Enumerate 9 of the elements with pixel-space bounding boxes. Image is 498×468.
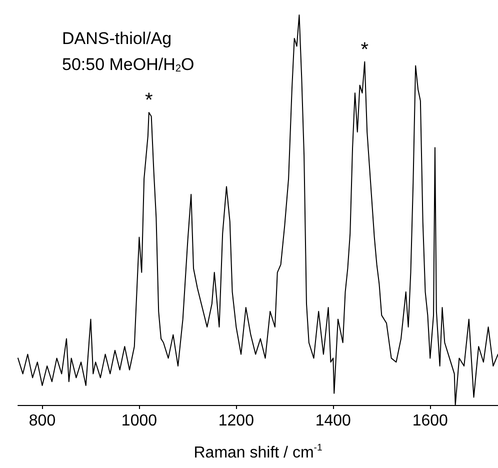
annotation: 50:50 MeOH/H2O <box>62 55 194 74</box>
x-tick-label: 1200 <box>218 412 254 430</box>
annotation: * <box>360 38 369 61</box>
x-tick-label: 1400 <box>315 412 352 430</box>
x-tick-label: 1600 <box>412 412 448 430</box>
annotation: * <box>145 90 154 112</box>
x-tick-label: 800 <box>28 412 56 430</box>
x-tick-label: 1000 <box>121 412 158 430</box>
annotation: DANS-thiol/Ag <box>62 29 172 48</box>
